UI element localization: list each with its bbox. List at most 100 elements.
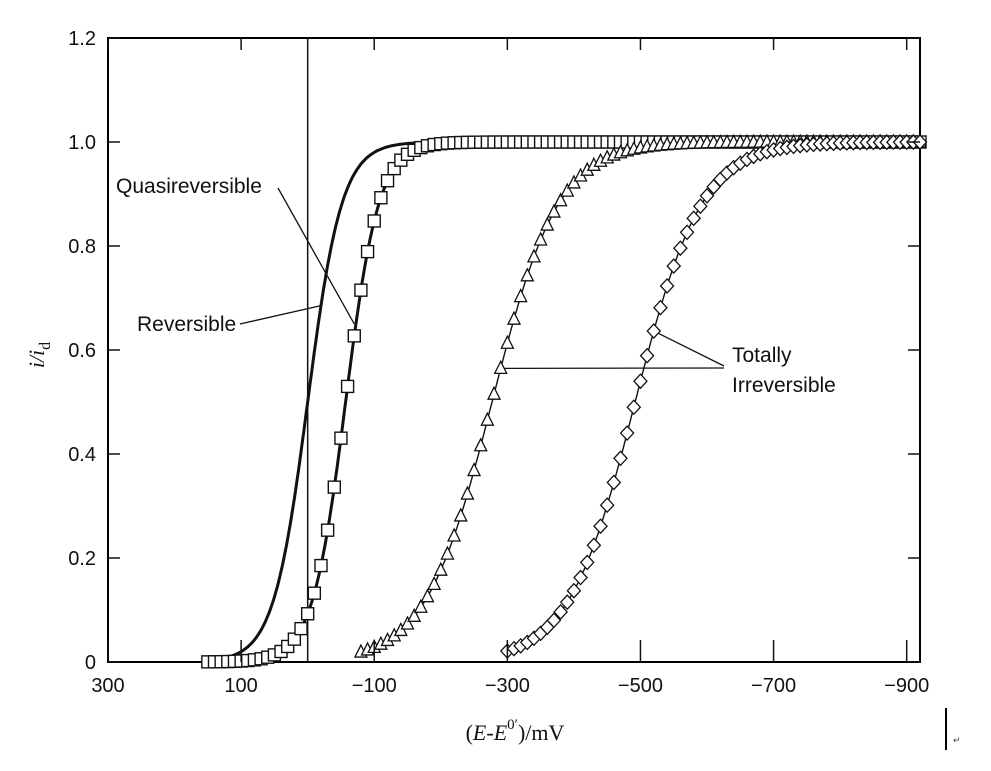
leader-quasireversible [277,187,355,325]
triangle-point [400,615,415,630]
triangle-point [433,561,448,576]
diamond-point [633,373,648,390]
triangle-point [486,385,502,400]
square-point [314,558,328,573]
triangle-point [520,267,535,282]
triangle-point [460,485,475,500]
triangle-point [420,588,435,603]
diamond-point [626,399,642,416]
triangle-point [500,334,515,349]
y-tick-label: 0.4 [68,444,96,466]
square-point [360,244,375,259]
diamond-point [586,537,602,554]
diamond-point [573,569,588,586]
diamond-point [579,554,595,571]
diamond-point [559,594,575,611]
y-title-sub: d [37,342,54,350]
triangle-point [560,182,575,197]
triangle-point [440,545,455,560]
triangle-point [480,411,495,426]
square-point [374,191,388,205]
y-axis-title: i/id [24,342,54,368]
triangle-point [540,216,555,231]
x-tick-label: −500 [618,675,663,697]
square-point [294,621,308,636]
y-tick-label: 1.0 [68,132,96,154]
triangle-point [447,527,462,542]
triangle-point [553,192,568,207]
diamond-point [646,323,662,339]
triangle-point [533,231,548,246]
y-tick-label: 1.2 [68,28,96,50]
curve-reversible [207,140,920,662]
y-tick-label: 0.8 [68,236,96,258]
diamond-point [679,224,695,241]
triangle-point [413,598,428,613]
diamond-point [666,258,682,275]
triangle-point [506,310,522,325]
x-tick-label: −700 [751,675,796,697]
square-point [320,523,335,537]
diamond-point [613,450,628,467]
diamond-point [606,474,622,491]
plot-frame [107,37,921,663]
page-edge-mark [945,708,947,750]
diamond-point [673,240,688,257]
annotation-totally: Totally [732,344,792,367]
square-point [307,586,322,600]
y-title-i: i/i [24,350,49,368]
triangle-point [427,575,442,591]
curve-quasireversible [207,140,920,664]
return-glyph: ↵ [953,736,961,746]
x-tick-label: −300 [485,675,530,697]
diamond-point [686,210,702,227]
curve-totally-irreversible [507,141,920,652]
diamond-point [619,425,635,442]
triangle-point [546,203,561,218]
leader-reversible [239,305,322,325]
square-point [380,174,395,188]
x-title-e0: E [493,720,508,745]
triangle-point [467,462,482,477]
triangle-point [566,174,581,189]
diamond-point [553,604,568,620]
plot-frame-layer [107,37,921,663]
diamond-point [566,582,582,599]
x-axis-title: (E-E0′)/mV [466,717,565,745]
x-title-open: ( [466,720,473,745]
y-tick-label: 0 [85,652,96,674]
leader-irreversible-2 [653,330,725,367]
curves-layer [207,140,920,664]
triangle-point [473,437,488,452]
triangle-point [407,607,422,622]
diamond-point [699,187,715,204]
triangle-point [513,288,528,303]
x-title-sup: 0′ [507,717,518,733]
x-tick-label: −100 [352,675,397,697]
markers-layer [201,133,928,669]
square-point [334,431,348,445]
x-tick-label: 100 [224,675,257,697]
triangle-point [453,507,468,522]
annotation-irreversible: Irreversible [732,374,836,397]
square-point [354,283,368,297]
x-title-e: E [472,720,487,745]
x-title-unit: )/mV [518,720,565,745]
annotation-quasireversible: Quasireversible [116,175,262,198]
square-point [327,480,341,494]
square-point [300,607,315,621]
square-point [347,329,361,343]
square-point [340,379,355,394]
square-point [367,214,381,228]
triangle-point [493,359,508,375]
diamond-point [593,518,608,535]
diamond-point [639,347,655,364]
diamond-point [546,612,562,629]
diamond-point [692,198,708,215]
annotation-reversible: Reversible [137,313,236,336]
y-tick-label: 0.6 [68,340,96,362]
diamond-point [599,497,615,514]
diamond-point [653,299,668,316]
x-tick-label: −900 [884,675,929,697]
